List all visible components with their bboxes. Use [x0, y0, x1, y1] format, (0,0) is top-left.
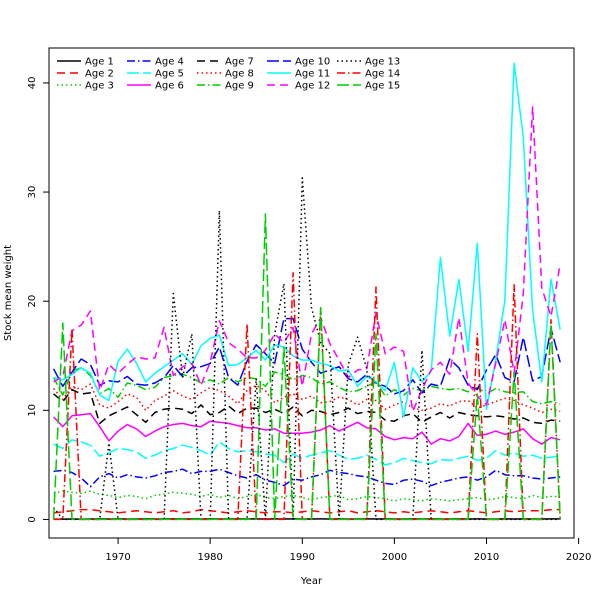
- legend-item: Age 12: [267, 81, 330, 92]
- legend-item: Age 2: [57, 69, 114, 80]
- legend-label: Age 7: [225, 57, 254, 68]
- x-tick-label: 2020: [566, 552, 591, 563]
- legend-item: Age 6: [127, 81, 184, 92]
- y-tick-label: 20: [27, 295, 38, 308]
- legend-label: Age 4: [155, 57, 184, 68]
- x-axis: 1970 1980 1990 2000 2010 2020: [105, 538, 591, 563]
- legend-item: Age 3: [57, 81, 114, 92]
- legend-item: Age 1: [57, 57, 114, 68]
- legend-label: Age 9: [225, 81, 254, 92]
- x-tick-label: 1970: [105, 552, 130, 563]
- series-lines: [52, 62, 561, 521]
- legend-item: Age 4: [127, 57, 184, 68]
- series-line-age-3: [53, 490, 561, 502]
- series-line-age-4: [53, 468, 561, 488]
- y-axis: 0 10 20 30 40: [27, 77, 49, 523]
- legend-item: Age 7: [197, 57, 254, 68]
- x-tick-label: 2000: [382, 552, 407, 563]
- y-tick-label: 30: [27, 186, 38, 199]
- legend-label: Age 8: [225, 69, 254, 80]
- legend-item: Age 5: [127, 69, 184, 80]
- legend-label: Age 11: [295, 69, 330, 80]
- series-line-age-5: [53, 439, 561, 466]
- legend-item: Age 8: [197, 69, 254, 80]
- legend-item: Age 15: [337, 81, 400, 92]
- x-tick-label: 1980: [197, 552, 222, 563]
- series-line-age-10: [52, 317, 561, 395]
- legend-item: Age 13: [337, 57, 400, 68]
- legend-item: Age 9: [197, 81, 254, 92]
- series-line-age-2: [53, 508, 561, 514]
- y-axis-title: Stock mean weight: [3, 245, 14, 341]
- legend-label: Age 10: [295, 57, 330, 68]
- y-tick-label: 0: [27, 516, 38, 522]
- plot-frame: [48, 47, 575, 539]
- series-line-age-15: [52, 213, 561, 521]
- legend-label: Age 5: [155, 69, 184, 80]
- legend-label: Age 14: [365, 69, 400, 80]
- series-line-age-8: [53, 383, 561, 414]
- legend-label: Age 1: [85, 57, 114, 68]
- x-axis-title: Year: [300, 576, 323, 587]
- legend-item: Age 14: [337, 69, 400, 80]
- legend-item: Age 10: [267, 57, 330, 68]
- y-tick-label: 40: [27, 77, 38, 90]
- y-tick-label: 10: [27, 404, 38, 417]
- legend-label: Age 12: [295, 81, 330, 92]
- x-tick-label: 2010: [474, 552, 499, 563]
- x-tick-label: 1990: [290, 552, 315, 563]
- legend-label: Age 2: [85, 69, 114, 80]
- legend-label: Age 15: [365, 81, 400, 92]
- series-line-age-6: [53, 412, 561, 445]
- legend-label: Age 13: [365, 57, 400, 68]
- legend-label: Age 6: [155, 81, 184, 92]
- legend-item: Age 11: [267, 69, 330, 80]
- series-line-age-11: [53, 62, 561, 418]
- legend-label: Age 3: [85, 81, 114, 92]
